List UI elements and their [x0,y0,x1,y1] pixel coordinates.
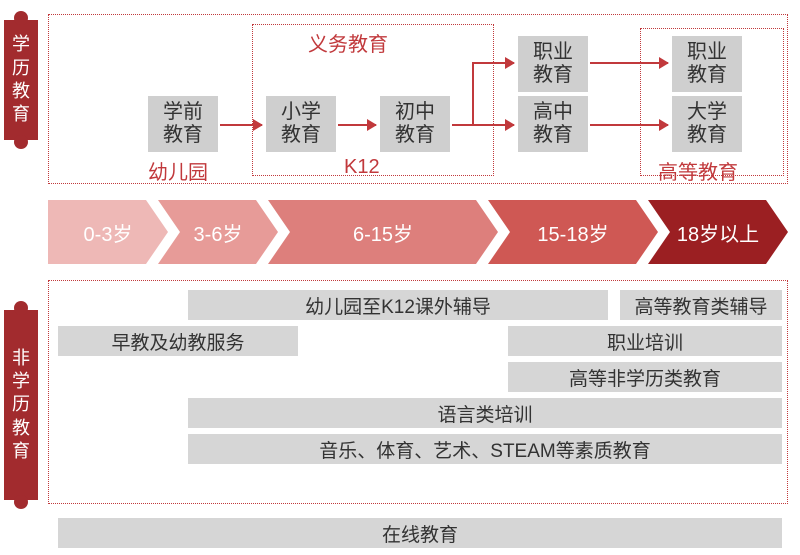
diagram-root: 学历教育 非学历教育 义务教育 学前 教育 幼儿园 小学 教育 初中 教育 K1… [0,0,800,555]
stage-preschool: 学前 教育 [148,96,218,152]
arrow-icon [338,124,376,126]
age-band: 0-3岁 3-6岁 6-15岁 15-18岁 18岁以上 [48,200,788,264]
age-chevron: 15-18岁 [488,200,658,264]
stage-vocational-2: 职业 教育 [672,36,742,92]
arrow-icon [590,124,668,126]
stage-junior: 初中 教育 [380,96,450,152]
bar-vocational-training: 职业培训 [508,326,782,356]
stage-senior: 高中 教育 [518,96,588,152]
bar-arts-steam: 音乐、体育、艺术、STEAM等素质教育 [188,434,782,464]
age-chevron: 6-15岁 [268,200,498,264]
vtab-nonacademic: 非学历教育 [4,310,38,500]
bar-higher-tutoring: 高等教育类辅导 [620,290,782,320]
compulsory-label: 义务教育 [308,28,388,57]
stage-primary: 小学 教育 [266,96,336,152]
dot-icon [14,11,28,25]
dot-icon [14,301,28,315]
bar-k12-tutoring: 幼儿园至K12课外辅导 [188,290,608,320]
vtab-nonacademic-label: 非学历教育 [12,347,30,464]
dot-icon [14,495,28,509]
age-chevron: 3-6岁 [158,200,278,264]
arrow-icon [590,62,668,64]
dot-icon [14,135,28,149]
sub-k12: K12 [344,156,380,179]
arrow-icon [452,124,514,126]
bar-online-edu: 在线教育 [58,518,782,548]
stage-vocational-1: 职业 教育 [518,36,588,92]
age-chevron: 0-3岁 [48,200,168,264]
sub-higher-ed: 高等教育 [658,156,738,185]
vtab-academic-label: 学历教育 [12,33,30,127]
arrow-icon [474,62,514,64]
bar-higher-nondegree: 高等非学历类教育 [508,362,782,392]
bar-early-childhood: 早教及幼教服务 [58,326,298,356]
bar-language: 语言类培训 [188,398,782,428]
age-chevron: 18岁以上 [648,200,788,264]
stage-university: 大学 教育 [672,96,742,152]
arrow-icon [220,124,262,126]
vtab-academic: 学历教育 [4,20,38,140]
main-area: 义务教育 学前 教育 幼儿园 小学 教育 初中 教育 K12 职业 教育 高中 … [48,0,794,555]
sub-kindergarten: 幼儿园 [148,156,208,185]
arrow-elbow-icon [472,62,474,124]
